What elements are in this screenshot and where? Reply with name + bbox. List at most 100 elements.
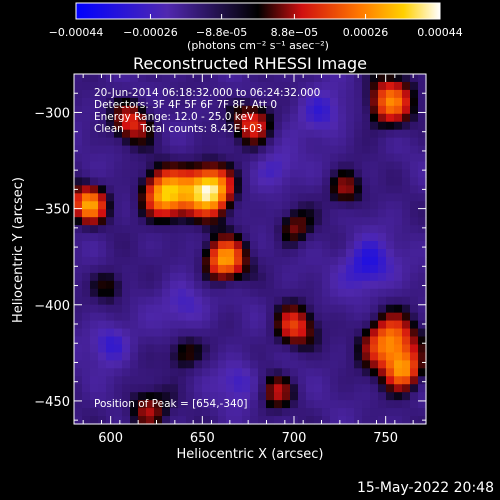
heatmap-cell (370, 288, 379, 298)
heatmap-cell (74, 233, 83, 242)
heatmap-cell (202, 296, 211, 306)
heatmap-cell (354, 209, 363, 218)
heatmap-cell (242, 360, 251, 369)
heatmap-cell (138, 352, 147, 361)
heatmap-cell (250, 296, 259, 306)
heatmap-cell (410, 296, 419, 306)
heatmap-cell (146, 129, 155, 139)
heatmap-cell (306, 217, 315, 226)
colorbar-tick-label: 8.8e−05 (271, 26, 318, 39)
heatmap-cell (306, 376, 315, 385)
heatmap-cell (370, 105, 379, 115)
heatmap-cell (74, 201, 83, 210)
heatmap-cell (210, 137, 219, 147)
heatmap-cell (90, 113, 99, 123)
heatmap-cell (154, 97, 163, 107)
heatmap-cell (378, 121, 387, 131)
heatmap-cell (122, 344, 131, 353)
heatmap-cell (90, 352, 99, 361)
heatmap-cell (298, 74, 307, 83)
heatmap-cell (274, 384, 283, 393)
heatmap-cell (258, 304, 267, 314)
heatmap-cell (386, 241, 395, 250)
heatmap-cell (162, 201, 171, 210)
heatmap-cell (370, 384, 379, 393)
heatmap-cell (250, 137, 259, 147)
heatmap-cell (218, 368, 227, 377)
heatmap-cell (314, 201, 323, 210)
heatmap-cell (226, 328, 235, 338)
heatmap-cell (338, 408, 347, 417)
heatmap-cell (306, 201, 315, 210)
heatmap-cell (330, 312, 339, 322)
heatmap-cell (338, 74, 347, 83)
heatmap-cell (386, 233, 395, 242)
heatmap-cell (186, 320, 195, 330)
heatmap-cell (186, 161, 195, 171)
heatmap-cell (98, 320, 107, 330)
heatmap-cell (210, 217, 219, 226)
heatmap-cell (122, 97, 131, 107)
heatmap-cell (394, 74, 403, 83)
heatmap-cell (234, 416, 243, 425)
heatmap-cell (114, 272, 123, 282)
heatmap-cell (218, 241, 227, 250)
heatmap-cell (186, 304, 195, 314)
heatmap-cell (218, 288, 227, 298)
heatmap-cell (338, 328, 347, 338)
heatmap-cell (298, 392, 307, 401)
heatmap-cell (314, 249, 323, 258)
heatmap-cell (186, 384, 195, 393)
heatmap-cell (266, 225, 275, 234)
heatmap-cell (242, 177, 251, 186)
heatmap-cell (90, 360, 99, 369)
heatmap-cell (290, 153, 299, 163)
heatmap-cell (210, 89, 219, 99)
heatmap-cell (306, 169, 315, 178)
heatmap-cell (194, 113, 203, 123)
heatmap-cell (186, 74, 195, 83)
heatmap-cell (186, 81, 195, 91)
heatmap-cell (298, 233, 307, 242)
heatmap-cell (290, 400, 299, 409)
heatmap-cell (338, 97, 347, 107)
heatmap-cell (226, 97, 235, 107)
heatmap-cell (218, 153, 227, 163)
heatmap-cell (402, 408, 411, 417)
heatmap-cell (314, 336, 323, 346)
heatmap-cell (250, 225, 259, 234)
heatmap-cell (114, 416, 123, 425)
colorbar: −0.00044 −0.00026 −8.8e-05 8.8e−05 0.00026 0.… (49, 2, 463, 52)
heatmap-cell (418, 272, 427, 282)
heatmap-cell (346, 153, 355, 163)
heatmap-cell (402, 225, 411, 234)
heatmap-cell (250, 256, 259, 266)
heatmap-cell (82, 217, 91, 226)
heatmap-cell (106, 241, 115, 250)
heatmap-cell (322, 312, 331, 322)
heatmap-cell (218, 352, 227, 361)
heatmap-cell (162, 256, 171, 266)
heatmap-cell (90, 336, 99, 346)
heatmap-cell (418, 400, 427, 409)
y-axis-label: Heliocentric Y (arcsec) (11, 177, 26, 323)
heatmap-cell (130, 74, 139, 83)
heatmap-cell (122, 368, 131, 377)
heatmap-cell (410, 249, 419, 258)
heatmap-cell (386, 288, 395, 298)
heatmap-cell (354, 296, 363, 306)
heatmap-cell (234, 201, 243, 210)
heatmap-cell (266, 384, 275, 393)
heatmap-cell (250, 113, 259, 123)
heatmap-cell (370, 352, 379, 361)
heatmap-cell (218, 249, 227, 258)
heatmap-cell (98, 344, 107, 353)
heatmap-cell (82, 225, 91, 234)
heatmap-cell (106, 201, 115, 210)
heatmap-cell (186, 272, 195, 282)
x-tick-label: 650 (190, 431, 215, 446)
heatmap-cell (226, 368, 235, 377)
heatmap-cell (202, 193, 211, 202)
heatmap-cell (114, 113, 123, 123)
heatmap-cell (418, 264, 427, 274)
